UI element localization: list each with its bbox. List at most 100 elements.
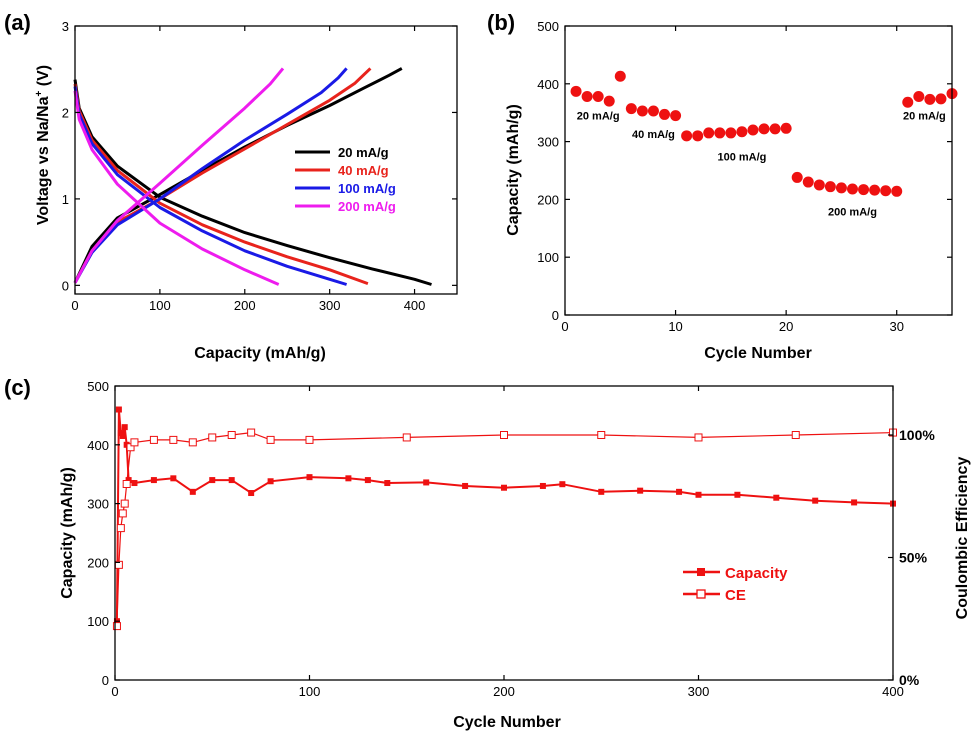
- panel-b-point: [581, 91, 593, 103]
- panel-c-chart: Capacity CE 0 100 200 300 400 0 100 200 300 400 500…: [59, 379, 971, 731]
- panel-b-ytick-label: 400: [537, 77, 559, 92]
- panel-c-ce-marker: [266, 435, 275, 444]
- panel-c-capacity-marker: [851, 499, 858, 506]
- panel-b-point: [725, 127, 737, 139]
- panel-b-ytick-label: 0: [552, 308, 559, 323]
- panel-c-legend-label: Capacity: [725, 565, 788, 582]
- panel-c-capacity-marker: [812, 497, 819, 504]
- panel-b-point: [647, 105, 659, 117]
- panel-b-point: [769, 123, 781, 135]
- panel-b-point: [824, 181, 836, 193]
- panel-b-point: [692, 130, 704, 142]
- panel-c-xtick-label: 100: [299, 684, 321, 699]
- panel-b-point: [802, 176, 814, 188]
- panel-c-ce-marker: [694, 433, 703, 442]
- panel-b-point: [636, 105, 648, 117]
- panel-a-charge-curve: [73, 67, 285, 284]
- panel-c-ytick-label: 500: [87, 379, 109, 394]
- panel-c-y2label: Coulombic Efficiency: [954, 457, 971, 620]
- panel-b-frame: [564, 25, 953, 316]
- panel-c-capacity-marker: [121, 424, 128, 431]
- panel-a-xtick-label: 200: [234, 298, 256, 313]
- panel-c-y2tick-label: 0%: [899, 672, 920, 688]
- panel-c-xtick-label: 0: [111, 684, 118, 699]
- panel-c-capacity-marker: [306, 474, 313, 481]
- panel-c-ytick-label: 300: [87, 497, 109, 512]
- panel-b-point: [592, 91, 604, 103]
- panel-c-capacity-marker: [539, 482, 546, 489]
- panel-c-ylabel: Capacity (mAh/g): [59, 467, 76, 599]
- panel-b-point: [780, 122, 792, 134]
- panel-c-ce-marker: [402, 433, 411, 442]
- panel-a-ytick-label: 1: [62, 192, 69, 207]
- panel-a-label: (a): [4, 10, 31, 35]
- panel-b-xlabel: Cycle Number: [704, 345, 812, 362]
- panel-a-series: [73, 67, 432, 286]
- panel-b-xtick-label: 20: [779, 319, 793, 334]
- panel-c-capacity-marker: [115, 406, 122, 413]
- panel-c-ytick-label: 200: [87, 555, 109, 570]
- panel-c-ce-marker: [122, 480, 131, 488]
- panel-c-y2tick-label: 100%: [899, 427, 935, 443]
- panel-b-point: [813, 179, 825, 191]
- panel-b-point: [924, 93, 936, 105]
- panel-c-series: [112, 406, 897, 631]
- panel-a-xtick-label: 300: [319, 298, 341, 313]
- panel-b-point: [614, 70, 626, 82]
- panel-a-ytick-label: 0: [62, 278, 69, 293]
- panel-a-charge-curve: [73, 67, 348, 284]
- panel-c-capacity-marker: [773, 494, 780, 501]
- panel-c-ce-marker: [791, 431, 800, 439]
- panel-c-capacity-marker: [384, 480, 391, 487]
- panel-a-discharge-curve: [73, 90, 280, 286]
- panel-b-point: [670, 110, 682, 122]
- panel-a-xlabel: Capacity (mAh/g): [194, 345, 326, 362]
- panel-b-point: [714, 127, 726, 139]
- panel-c-capacity-marker: [150, 477, 157, 484]
- panel-a-ylabel-sup: +: [34, 90, 45, 96]
- panel-c-capacity-marker: [559, 481, 566, 488]
- panel-c-ce-marker: [208, 433, 217, 442]
- panel-c-ce-marker: [118, 509, 127, 518]
- panel-c-ytick-label: 0: [102, 673, 109, 688]
- panel-b-point: [570, 85, 582, 97]
- panel-c-capacity-marker: [734, 491, 741, 498]
- panel-c-capacity-marker: [364, 477, 371, 484]
- panel-b-annotation: 20 mA/g: [577, 111, 620, 123]
- panel-c-xlabel: Cycle Number: [453, 714, 561, 731]
- panel-a-xtick-label: 100: [149, 298, 171, 313]
- panel-a-legend-label: 200 mA/g: [338, 199, 396, 214]
- panel-b-ytick-label: 100: [537, 250, 559, 265]
- panel-b-point: [736, 126, 748, 138]
- panel-b-annotations: 20 mA/g 40 mA/g 100 mA/g 200 mA/g 20 mA/g: [577, 111, 946, 219]
- panel-c-capacity-marker: [189, 488, 196, 495]
- panel-c-ytick-label: 100: [87, 614, 109, 629]
- panel-c-capacity-marker: [131, 480, 138, 487]
- panel-b-point: [758, 123, 770, 135]
- panel-c-capacity-marker: [637, 487, 644, 494]
- panel-a-ytick-label: 2: [62, 105, 69, 120]
- panel-c-ce-marker: [305, 435, 314, 444]
- panel-a-legend-label: 100 mA/g: [338, 181, 396, 196]
- panel-a-legend-label: 40 mA/g: [338, 163, 389, 178]
- panel-c-ce-marker: [597, 431, 606, 439]
- panel-c-xtick-label: 200: [493, 684, 515, 699]
- panel-c-capacity-marker: [170, 475, 177, 482]
- panel-c-ce-marker: [227, 431, 236, 439]
- panel-b-point: [791, 171, 803, 183]
- panel-b-annotation: 40 mA/g: [632, 129, 675, 141]
- panel-a-ylabel: Voltage vs Na/Na+ (V): [34, 65, 52, 225]
- panel-b-point: [913, 91, 925, 103]
- panel-b-ytick-label: 300: [537, 135, 559, 150]
- panel-b-point: [846, 183, 858, 195]
- panel-a-ytick-label: 3: [62, 19, 69, 34]
- panel-c-frame: [114, 385, 894, 681]
- panel-b-point: [869, 184, 881, 196]
- panel-c-y2tick-label: 50%: [899, 550, 928, 566]
- panel-c-capacity-marker: [267, 478, 274, 485]
- panel-a-xtick-label: 400: [404, 298, 426, 313]
- panel-c-capacity-marker: [462, 482, 469, 489]
- panel-b-point: [858, 184, 870, 196]
